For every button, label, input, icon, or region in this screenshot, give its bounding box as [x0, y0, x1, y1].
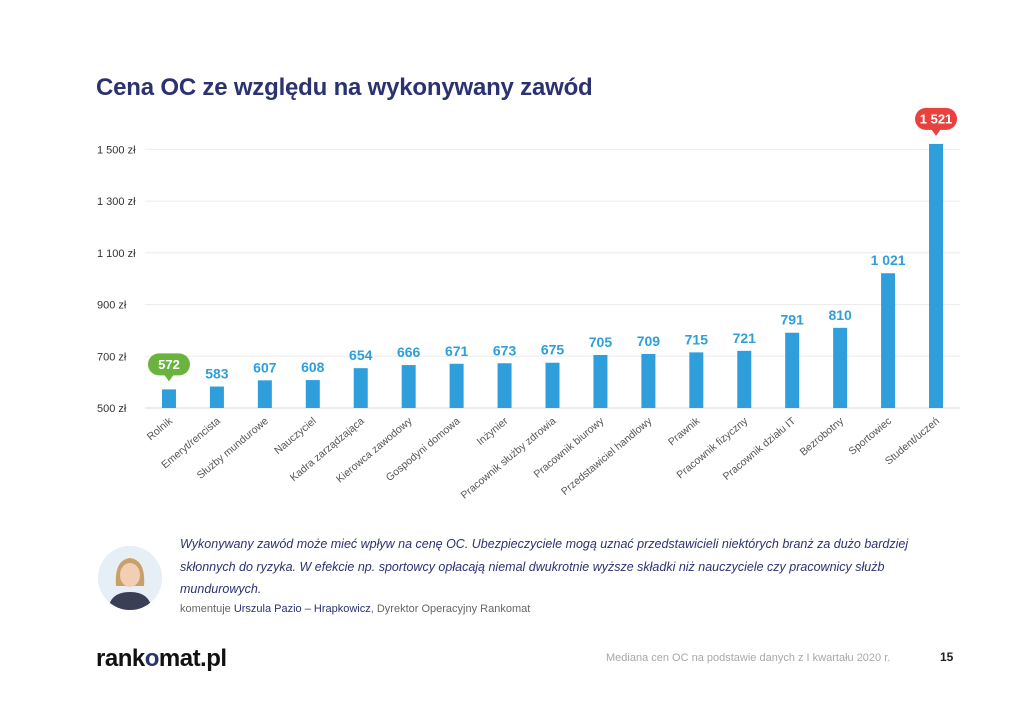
- value-badge-pointer: [163, 374, 174, 382]
- data-label: 583: [205, 366, 229, 382]
- rankomat-logo: rankomat.pl: [96, 645, 227, 673]
- credit-prefix: komentuje: [180, 603, 234, 615]
- bar: [353, 368, 368, 408]
- data-label: 709: [637, 333, 661, 349]
- y-tick-label: 1 300 zł: [97, 196, 136, 208]
- data-label: 654: [349, 347, 373, 363]
- x-tick-label: Inżynier: [475, 415, 511, 448]
- bar: [737, 350, 752, 408]
- bar: [929, 143, 944, 408]
- credit-role: , Dyrektor Operacyjny Rankomat: [370, 603, 531, 615]
- data-label: 715: [685, 331, 709, 347]
- data-label: 810: [828, 307, 852, 323]
- y-tick-label: 500 zł: [97, 403, 127, 415]
- bar: [641, 353, 656, 408]
- bar: [305, 380, 320, 408]
- y-tick-label: 1 500 zł: [97, 144, 136, 156]
- y-tick-label: 1 100 zł: [97, 248, 136, 260]
- data-label: 1 021: [871, 252, 906, 268]
- bar: [689, 352, 704, 408]
- data-label: 1 521: [920, 111, 953, 126]
- page-number: 15: [940, 650, 954, 664]
- x-tick-label: Nauczyciel: [272, 415, 319, 457]
- data-label: 572: [158, 357, 180, 372]
- x-tick-label: Przedstawiciel handlowy: [559, 415, 655, 498]
- value-badge: [915, 107, 958, 130]
- bar: [785, 332, 800, 408]
- value-badge: [147, 353, 190, 376]
- x-tick-label: Prawnik: [666, 415, 703, 449]
- data-label: 671: [445, 343, 469, 359]
- bar-chart: 500 zł 700 zł 900 zł 1 100 zł 1 300 zł 1 500 …: [97, 107, 960, 502]
- quote-text: Wykonywany zawód może mieć wpływ na cenę…: [180, 537, 909, 596]
- x-tick-label: Pracownik służby zdrowia: [459, 415, 559, 502]
- bar: [449, 363, 464, 408]
- value-badge-pointer: [931, 128, 942, 136]
- quote-credit: komentuje Urszula Pazio – Hrapkowicz, Dy…: [180, 603, 530, 615]
- data-label: 675: [541, 342, 565, 358]
- data-label: 673: [493, 342, 517, 358]
- data-label: 607: [253, 359, 277, 375]
- data-label: 721: [733, 330, 757, 346]
- y-tick-label: 900 zł: [97, 300, 127, 312]
- bar: [593, 354, 608, 408]
- source-note: Mediana cen OC na podstawie danych z I k…: [606, 652, 891, 664]
- bar: [545, 362, 560, 408]
- bar: [161, 389, 176, 408]
- bar: [833, 327, 848, 408]
- logo-o: o: [144, 645, 160, 672]
- bar: [257, 380, 272, 408]
- data-label: 705: [589, 334, 613, 350]
- person-portrait-icon: [98, 546, 162, 610]
- x-tick-label: Sportowiec: [847, 415, 895, 458]
- logo-part2: mat.pl: [158, 645, 227, 672]
- y-tick-label: 700 zł: [97, 351, 127, 363]
- data-label: 608: [301, 359, 325, 375]
- bar: [209, 386, 224, 408]
- page-title: Cena OC ze względu na wykonywany zawód: [96, 74, 593, 101]
- bar: [881, 273, 896, 408]
- credit-author: Urszula Pazio – Hrapkowicz: [233, 603, 371, 615]
- x-tick-label: Bezrobotny: [798, 415, 847, 459]
- bar: [401, 365, 416, 408]
- data-label: 791: [781, 312, 805, 328]
- data-label: 666: [397, 344, 421, 360]
- x-tick-label: Rolnik: [145, 415, 176, 443]
- bar: [497, 363, 512, 408]
- author-avatar: [98, 546, 162, 610]
- logo-part1: rank: [96, 645, 145, 672]
